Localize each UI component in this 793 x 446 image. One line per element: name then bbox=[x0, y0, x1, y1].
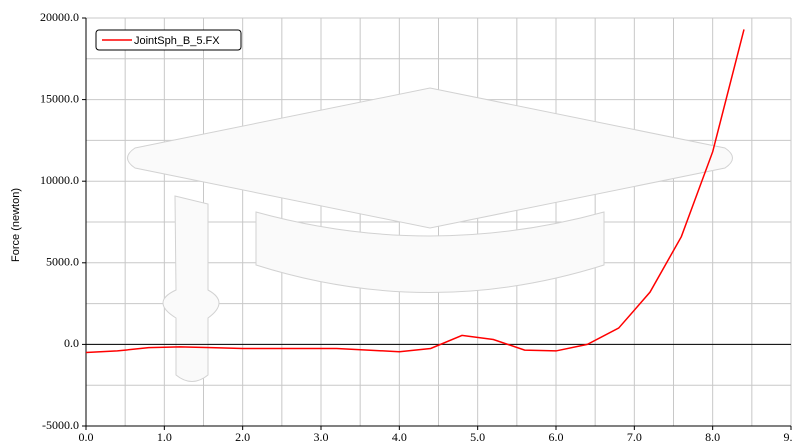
x-tick-label: 9.0 bbox=[784, 430, 793, 444]
y-tick-label: 15000.0 bbox=[40, 91, 79, 105]
y-axis-label: Force (newton) bbox=[10, 188, 22, 262]
x-tick-label: 8.0 bbox=[705, 430, 720, 444]
x-tick-label: 5.0 bbox=[470, 430, 485, 444]
y-tick-label: 20000.0 bbox=[40, 10, 79, 24]
watermark bbox=[128, 88, 733, 382]
y-tick-label: 5000.0 bbox=[46, 255, 79, 269]
y-tick-label: 10000.0 bbox=[40, 173, 79, 187]
x-tick-label: 2.0 bbox=[235, 430, 250, 444]
legend-label: JointSph_B_5.FX bbox=[134, 35, 220, 47]
x-tick-label: 0.0 bbox=[79, 430, 94, 444]
y-tick-label: 0.0 bbox=[64, 336, 79, 350]
x-tick-label: 3.0 bbox=[314, 430, 329, 444]
x-tick-label: 1.0 bbox=[157, 430, 172, 444]
y-tick-label: -5000.0 bbox=[42, 418, 79, 432]
x-tick-label: 6.0 bbox=[549, 430, 564, 444]
x-tick-label: 7.0 bbox=[627, 430, 642, 444]
chart: Force (newton) 0.0 1.0 2.0 3.0 4.0 5.0 6.0 7.0 8… bbox=[0, 0, 793, 446]
x-tick-label: 4.0 bbox=[392, 430, 407, 444]
